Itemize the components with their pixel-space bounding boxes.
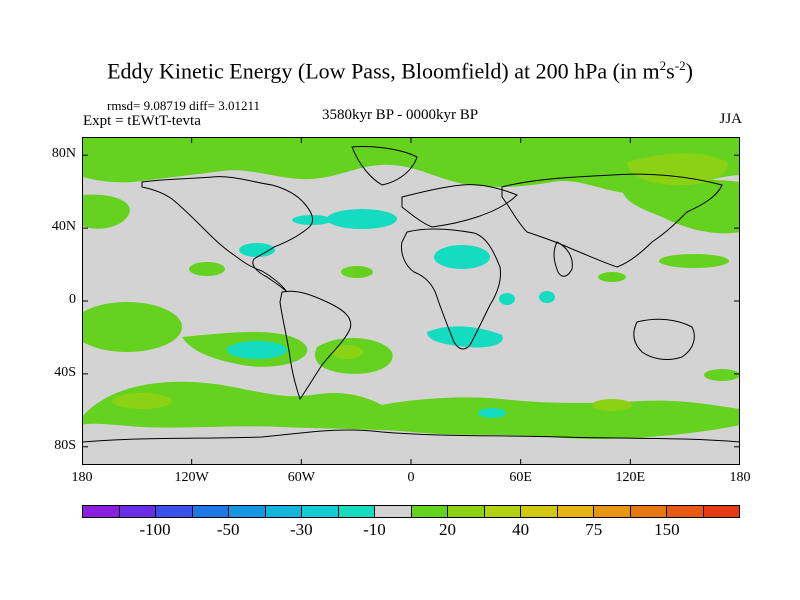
colorbar-swatch (375, 506, 412, 517)
field-tropic-1 (189, 262, 225, 276)
colorbar-label: 150 (654, 520, 680, 539)
colorbar-label: 75 (585, 520, 603, 539)
period-label: 3580kyr BP - 0000kyr BP (321, 107, 479, 123)
coast-australia (633, 318, 695, 360)
title-sup1: 2 (659, 58, 667, 73)
coastlines (82, 146, 740, 443)
field-wpacific (82, 194, 130, 229)
coast-africa (401, 228, 501, 350)
field-npacific-light (627, 153, 728, 186)
colorbar-label: -100 (139, 520, 171, 539)
lat-label: 40N (51, 219, 76, 235)
coast-india (553, 241, 573, 277)
field-cyan-sh-pac (227, 341, 287, 359)
colorbar-swatch (703, 506, 739, 517)
field-tropic-4 (598, 272, 626, 282)
field-cyan-caribbean (239, 243, 275, 257)
field-tropic-3 (659, 254, 729, 268)
anomaly-fields (82, 137, 740, 439)
field-southern-ocean (82, 381, 740, 439)
field-cyan-sahara (434, 245, 490, 269)
colorbar-swatch (594, 506, 631, 517)
coast-north-america (141, 176, 314, 293)
field-cyan-natl-trop (499, 293, 515, 305)
field-sh-atl-light (331, 345, 363, 359)
colorbar (82, 505, 740, 518)
lon-label: 120E (615, 470, 646, 485)
colorbar-swatch (448, 506, 485, 517)
coast-south-america (279, 290, 352, 401)
axis-ticks (82, 137, 740, 465)
colorbar-swatch (192, 506, 229, 517)
field-cyan-natl-2 (292, 215, 332, 225)
field-cyan-so (478, 408, 506, 418)
colorbar-swatch (83, 506, 120, 517)
colorbar-swatch (265, 506, 302, 517)
coast-asia (501, 173, 723, 268)
colorbar-swatch (156, 506, 193, 517)
colorbar-swatch (302, 506, 339, 517)
colorbar-swatch (119, 506, 156, 517)
field-cyan-so-2 (704, 369, 740, 381)
colorbar-swatch (630, 506, 667, 517)
coast-europe (401, 184, 518, 228)
colorbar-label: -50 (216, 520, 240, 539)
lon-label: 120W (174, 470, 209, 485)
season-label: JJA (719, 111, 742, 127)
colorbar-swatch (338, 506, 375, 517)
title-text: Eddy Kinetic Energy (Low Pass, Bloomfiel… (107, 58, 660, 84)
lon-label: 60W (287, 470, 315, 485)
plot-title: Eddy Kinetic Energy (Low Pass, Bloomfiel… (0, 58, 800, 84)
lat-label: 0 (69, 292, 76, 307)
field-npacific (622, 179, 740, 234)
colorbar-swatch (229, 506, 266, 517)
lat-label: 40S (54, 364, 76, 380)
title-sup2: -2 (674, 58, 686, 73)
coast-greenland (351, 146, 418, 186)
lon-label: 0 (407, 470, 415, 485)
colorbar-swatch (667, 506, 704, 517)
field-so-light-1 (112, 393, 172, 409)
field-epac (82, 302, 182, 352)
lon-label: 180 (71, 470, 93, 485)
colorbar-label: -10 (363, 520, 386, 539)
coast-antarctica (82, 429, 740, 443)
colorbar-swatch (484, 506, 521, 517)
colorbar-swatch (521, 506, 558, 517)
colorbar-swatch (411, 506, 448, 517)
lon-label: 60E (509, 470, 532, 485)
colorbar-label: 20 (439, 520, 457, 539)
world-map (82, 137, 740, 465)
field-cyan-natl (327, 209, 397, 229)
field-so-light-2 (592, 399, 632, 411)
stats-text: rmsd= 9.08719 diff= 3.01211 (107, 98, 260, 113)
field-cyan-indian (539, 291, 555, 303)
lon-label: 180 (729, 470, 751, 485)
lat-label: 80S (54, 437, 76, 453)
lat-label: 80N (51, 146, 76, 162)
colorbar-label: 40 (512, 520, 530, 539)
field-cyan-safrica (427, 326, 503, 348)
colorbar-swatch (557, 506, 594, 517)
title-mid: s (666, 58, 675, 84)
experiment-label: Expt = tEWtT-tevta (83, 113, 201, 129)
field-arctic (82, 137, 740, 196)
colorbar-label: -30 (289, 520, 313, 539)
title-close: ) (685, 58, 693, 84)
field-tropic-2 (341, 266, 373, 278)
